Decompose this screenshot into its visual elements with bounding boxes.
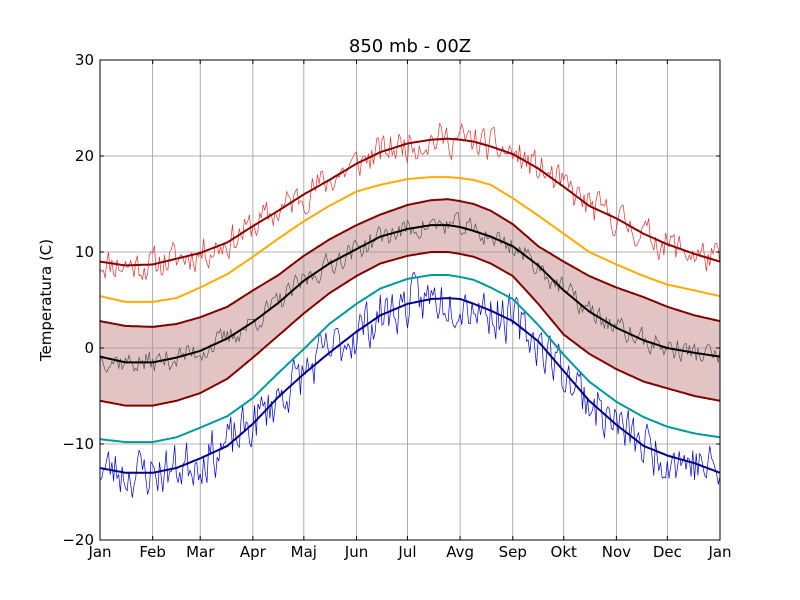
x-axis-ticks: Jan Feb Mar Apr Maj Jun Jul Avg Sep Okt Nov Dec Jan xyxy=(87,60,732,561)
daily-series-line-1 xyxy=(99,122,721,280)
series-line-1 xyxy=(99,176,721,303)
x-tick-label: Feb xyxy=(139,543,166,561)
x-tick-label: Maj xyxy=(291,543,317,561)
plot-area xyxy=(99,59,721,541)
y-tick-label: 10 xyxy=(75,243,94,261)
x-tick-label: Mar xyxy=(186,543,215,561)
x-tick-label: Nov xyxy=(602,543,631,561)
x-tick-label: Jan xyxy=(87,543,111,561)
y-tick-label: 30 xyxy=(75,51,94,69)
y-tick-label: −20 xyxy=(62,531,94,549)
y-axis-label: Temperatura (C) xyxy=(37,239,55,362)
band-lower-line xyxy=(99,251,721,407)
series-line-5 xyxy=(99,224,721,364)
series-line-2 xyxy=(99,274,721,444)
band-fill xyxy=(100,199,720,406)
x-tick-label: Dec xyxy=(653,543,682,561)
x-tick-label: Jul xyxy=(397,543,416,561)
y-tick-label: −10 xyxy=(62,435,94,453)
band-layer xyxy=(100,199,720,406)
x-tick-label: Sep xyxy=(499,543,527,561)
x-tick-label: Okt xyxy=(551,543,577,561)
daily-series-line-2 xyxy=(99,271,721,498)
chart-title: 850 mb - 00Z xyxy=(349,36,471,57)
y-tick-label: 0 xyxy=(84,339,94,357)
x-tick-label: Jun xyxy=(344,543,368,561)
band-upper-line xyxy=(99,198,721,328)
series-layer xyxy=(99,137,721,474)
series-line-4 xyxy=(99,297,721,474)
x-tick-label: Avg xyxy=(446,543,474,561)
plot-frame xyxy=(99,59,721,541)
y-axis-ticks: −20 −10 0 10 20 30 xyxy=(62,51,720,549)
x-tick-label: Apr xyxy=(240,543,267,561)
x-tick-label: Jan xyxy=(707,543,731,561)
y-tick-label: 20 xyxy=(75,147,94,165)
series-line-3 xyxy=(99,137,721,267)
